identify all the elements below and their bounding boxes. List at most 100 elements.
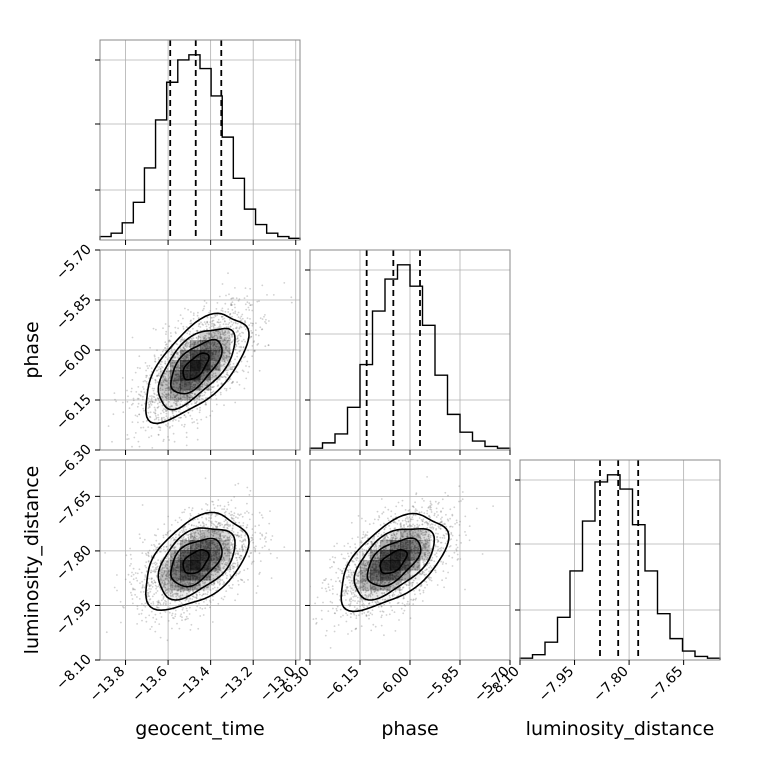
sample-point bbox=[194, 393, 196, 396]
sample-point bbox=[186, 395, 188, 397]
sample-point bbox=[161, 395, 164, 398]
sample-point bbox=[201, 394, 204, 397]
sample-point bbox=[237, 535, 240, 538]
sample-point bbox=[370, 555, 372, 557]
sample-point bbox=[244, 303, 247, 306]
sample-point bbox=[224, 514, 227, 517]
density-cell bbox=[180, 590, 191, 601]
sample-point bbox=[158, 575, 161, 578]
sample-point bbox=[400, 579, 403, 582]
sample-point bbox=[224, 539, 227, 542]
sample-point bbox=[234, 348, 237, 351]
sample-point bbox=[181, 608, 184, 611]
sample-point bbox=[424, 555, 427, 558]
density-cell bbox=[170, 560, 181, 571]
sample-point bbox=[146, 589, 149, 592]
sample-point bbox=[422, 543, 425, 545]
tick-label-y: −6.00 bbox=[53, 342, 95, 384]
sample-point bbox=[378, 515, 380, 517]
sample-point bbox=[144, 605, 147, 608]
sample-point bbox=[253, 546, 256, 549]
sample-point bbox=[174, 550, 177, 553]
sample-point bbox=[217, 565, 220, 568]
sample-point bbox=[203, 337, 206, 340]
sample-point bbox=[237, 550, 239, 553]
sample-point bbox=[170, 335, 173, 338]
sample-point bbox=[216, 368, 219, 371]
sample-point bbox=[232, 322, 235, 324]
sample-point bbox=[208, 337, 211, 339]
sample-point bbox=[160, 574, 163, 576]
sample-point bbox=[119, 600, 122, 603]
sample-point bbox=[190, 396, 193, 399]
sample-point bbox=[194, 586, 197, 589]
sample-point bbox=[180, 529, 183, 532]
sample-point bbox=[231, 297, 234, 300]
sample-point bbox=[164, 383, 167, 386]
sample-point bbox=[322, 601, 324, 604]
sample-point bbox=[178, 367, 181, 369]
sample-point bbox=[340, 572, 343, 575]
sample-point bbox=[198, 528, 201, 531]
sample-point bbox=[225, 354, 228, 357]
sample-point bbox=[183, 541, 186, 544]
sample-point bbox=[179, 340, 182, 343]
sample-point bbox=[150, 571, 152, 574]
sample-point bbox=[423, 571, 425, 574]
sample-point bbox=[212, 587, 214, 590]
sample-point bbox=[350, 591, 353, 594]
sample-point bbox=[185, 436, 188, 439]
sample-point bbox=[444, 542, 447, 545]
sample-point bbox=[208, 576, 211, 578]
sample-point bbox=[236, 381, 239, 384]
sample-point bbox=[191, 388, 193, 390]
sample-point bbox=[174, 615, 177, 618]
sample-point bbox=[244, 328, 247, 331]
sample-point bbox=[187, 534, 190, 537]
sample-point bbox=[175, 398, 178, 400]
sample-point bbox=[214, 361, 217, 363]
sample-point bbox=[360, 563, 362, 566]
sample-point bbox=[254, 550, 257, 553]
sample-point bbox=[173, 592, 176, 595]
sample-point bbox=[151, 400, 154, 403]
sample-point bbox=[255, 333, 257, 336]
sample-point bbox=[191, 343, 194, 346]
sample-point bbox=[224, 544, 227, 547]
sample-point bbox=[203, 391, 206, 393]
density-cell bbox=[210, 370, 221, 381]
sample-point bbox=[209, 388, 212, 391]
sample-point bbox=[193, 344, 196, 346]
sample-point bbox=[222, 531, 225, 533]
sample-point bbox=[182, 325, 185, 328]
sample-point bbox=[197, 382, 200, 385]
sample-point bbox=[140, 395, 142, 397]
sample-point bbox=[429, 502, 432, 505]
sample-point bbox=[189, 344, 192, 346]
sample-point bbox=[161, 350, 164, 353]
sample-point bbox=[361, 571, 364, 574]
sample-point bbox=[233, 512, 236, 515]
sample-point bbox=[174, 549, 177, 551]
sample-point bbox=[213, 341, 216, 343]
sample-point bbox=[179, 347, 182, 350]
sample-point bbox=[381, 598, 384, 601]
sample-point bbox=[349, 568, 352, 571]
sample-point bbox=[433, 569, 436, 572]
sample-point bbox=[165, 373, 167, 375]
sample-point bbox=[175, 566, 177, 569]
sample-point bbox=[181, 616, 183, 619]
sample-point bbox=[194, 343, 197, 346]
sample-point bbox=[164, 563, 167, 566]
sample-point bbox=[168, 393, 170, 396]
sample-point bbox=[214, 394, 217, 397]
sample-point bbox=[230, 297, 233, 300]
sample-point bbox=[161, 563, 164, 566]
sample-point bbox=[187, 411, 190, 414]
sample-point bbox=[230, 341, 233, 344]
sample-point bbox=[176, 592, 179, 595]
sample-point bbox=[136, 397, 139, 400]
sample-point bbox=[224, 330, 227, 332]
sample-point bbox=[348, 575, 351, 578]
sample-point bbox=[145, 561, 148, 564]
